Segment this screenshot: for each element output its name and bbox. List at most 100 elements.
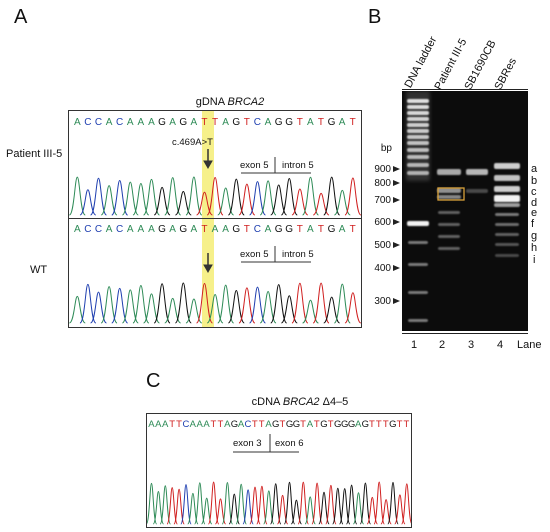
sequence-base: G bbox=[320, 419, 328, 430]
bp-500: 500 bbox=[374, 240, 391, 251]
chromatogram-peak bbox=[380, 499, 392, 525]
panel-a-title: gDNA BRCA2 bbox=[130, 96, 330, 108]
chromatogram-peak bbox=[100, 286, 118, 324]
chromatogram-peak bbox=[185, 298, 203, 324]
chromatogram-peak bbox=[259, 290, 277, 324]
sequence-base: G bbox=[158, 224, 166, 235]
sequence-base: T bbox=[243, 224, 250, 235]
sequence-base: A bbox=[222, 224, 229, 235]
patient-trace bbox=[69, 176, 361, 216]
sequence-base: A bbox=[73, 224, 81, 235]
gel-band bbox=[494, 195, 520, 202]
chromatogram-peak bbox=[111, 179, 129, 216]
chromatogram-peak bbox=[227, 178, 245, 216]
chromatogram-peak bbox=[270, 483, 282, 525]
sequence-base: G bbox=[232, 224, 241, 235]
panel-c-title: cDNA BRCA2 Δ4–5 bbox=[200, 396, 400, 408]
band-label-a: a bbox=[531, 163, 538, 175]
sequence-base: G bbox=[285, 419, 294, 430]
cdna-trace bbox=[147, 481, 411, 525]
sequence-base: A bbox=[338, 117, 346, 128]
chromatogram-peak bbox=[373, 481, 385, 525]
chromatogram-peak bbox=[366, 496, 378, 525]
chromatogram-peak bbox=[302, 299, 319, 324]
chromatogram-peak bbox=[291, 188, 309, 216]
sequence-base: T bbox=[243, 117, 250, 128]
sequence-base: G bbox=[334, 419, 342, 430]
band-label-h: h bbox=[531, 242, 538, 254]
gel-band bbox=[408, 263, 428, 266]
sequence-base: A bbox=[148, 224, 155, 235]
sequence-base: G bbox=[347, 419, 356, 430]
sequence-base: A bbox=[155, 419, 162, 430]
sequence-base: G bbox=[274, 224, 283, 235]
chromatogram-peak bbox=[187, 492, 199, 525]
intron-label-bottom: intron 5 bbox=[282, 249, 314, 260]
sequence-base: A bbox=[137, 224, 145, 235]
chromatogram-peak bbox=[290, 499, 303, 525]
sequence-base: A bbox=[211, 224, 219, 235]
gel-bands bbox=[402, 91, 528, 331]
wt-label: WT bbox=[30, 264, 48, 276]
sequence-base: T bbox=[211, 117, 219, 128]
chromatogram-peak bbox=[227, 289, 245, 324]
sequence-base: T bbox=[396, 419, 403, 430]
exon-junction-bracket bbox=[233, 434, 299, 453]
sequence-base: A bbox=[306, 419, 314, 430]
bp-900: 900 bbox=[374, 164, 391, 175]
chromatogram-traces-c bbox=[147, 434, 411, 525]
chromatogram-peak bbox=[90, 177, 107, 216]
sequence-base: A bbox=[307, 117, 314, 128]
band-label-i: i bbox=[533, 254, 536, 266]
sequence-base: A bbox=[162, 419, 169, 430]
chromatogram-peak bbox=[196, 191, 213, 216]
sequence-base: C bbox=[253, 224, 261, 235]
sequence-base: T bbox=[317, 224, 324, 235]
chromatogram-peak bbox=[318, 491, 330, 525]
panel-a-title-prefix: gDNA bbox=[195, 96, 228, 108]
chromatogram-peak bbox=[280, 178, 298, 216]
chromatogram-peak bbox=[387, 481, 399, 525]
lane-number-3: 3 bbox=[467, 339, 475, 351]
chromatogram-peak bbox=[196, 283, 213, 324]
sequence-base: A bbox=[264, 224, 272, 235]
lane-header-4: SBRes bbox=[492, 56, 520, 92]
bp-tick-700 bbox=[393, 197, 400, 203]
gel-bottom-line bbox=[402, 333, 528, 334]
sequence-base: C bbox=[94, 117, 103, 128]
chromatogram-peak bbox=[312, 192, 330, 216]
chromatogram-peak bbox=[100, 185, 118, 216]
chromatogram-peak bbox=[164, 297, 181, 324]
sequence-base: A bbox=[354, 419, 362, 430]
chromatogram-peak bbox=[121, 289, 139, 324]
chromatogram-peak bbox=[344, 292, 361, 324]
chromatogram-peak bbox=[242, 489, 254, 525]
sequence-base: A bbox=[169, 224, 176, 235]
chromatogram-peak bbox=[152, 491, 165, 525]
sequence-base: A bbox=[196, 419, 203, 430]
bp-tick-900 bbox=[393, 166, 400, 172]
sequence-base: A bbox=[189, 419, 196, 430]
sequence-base: A bbox=[148, 117, 155, 128]
gel-top-line bbox=[402, 89, 528, 90]
mutation-label: c.469A>T bbox=[172, 137, 213, 148]
exon-intron-bracket-top bbox=[241, 157, 311, 174]
intron-label-top: intron 5 bbox=[282, 160, 314, 171]
chromatogram-peak bbox=[132, 285, 150, 324]
sequence-base: C bbox=[244, 419, 252, 430]
chromatogram-peak bbox=[69, 176, 86, 216]
chromatogram-peak bbox=[217, 187, 234, 216]
panel-c-title-suffix: Δ4–5 bbox=[319, 396, 349, 408]
sequence-base: T bbox=[317, 117, 324, 128]
sequence-base: T bbox=[375, 419, 382, 430]
exon-label-bottom: exon 5 bbox=[240, 249, 269, 260]
chromatogram-peak bbox=[359, 482, 372, 525]
sequence-base: T bbox=[327, 419, 334, 430]
sequence-base: T bbox=[300, 419, 306, 430]
agarose-gel bbox=[402, 91, 528, 331]
gel-band bbox=[495, 243, 519, 246]
sequence-base: A bbox=[73, 117, 81, 128]
gel-band bbox=[408, 241, 428, 244]
panel-a-title-gene: BRCA2 bbox=[227, 96, 265, 108]
